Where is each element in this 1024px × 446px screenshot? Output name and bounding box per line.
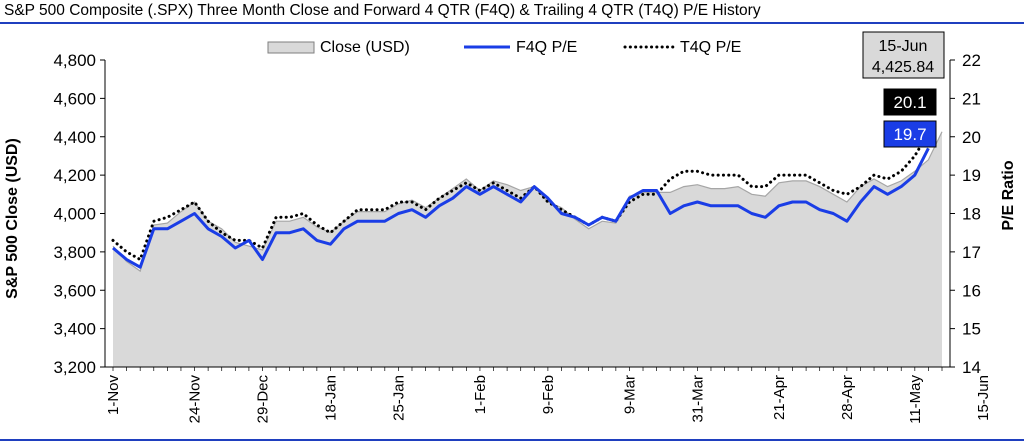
y-tick-label: 4,400 [53, 128, 96, 147]
y-tick-label: 4,600 [53, 89, 96, 108]
bottom-rule [0, 439, 1024, 441]
f4q-value-label: 19.7 [893, 125, 926, 144]
x-tick-label: 29-Dec [254, 375, 271, 424]
x-tick-label: 9-Mar [621, 375, 638, 414]
y-tick-label: 3,400 [53, 320, 96, 339]
y-tick-label: 4,200 [53, 166, 96, 185]
y2-tick-label: 20 [962, 128, 981, 147]
chart-title: S&P 500 Composite (.SPX) Three Month Clo… [4, 2, 761, 19]
last-date-label: 15-Jun [879, 38, 928, 55]
legend-swatch-close [267, 41, 315, 54]
x-tick-label: 11-May [907, 375, 924, 424]
y-tick-label: 4,800 [53, 51, 96, 70]
x-tick-label: 21-Apr [771, 375, 788, 420]
y2-tick-label: 15 [962, 320, 981, 339]
x-tick-label: 18-Jan [322, 375, 339, 421]
title-rule [0, 22, 1024, 24]
y2-tick-label: 19 [962, 166, 981, 185]
y2-tick-label: 22 [962, 51, 981, 70]
y2-axis-title: P/E Ratio [1000, 160, 1017, 230]
x-tick-label: 24-Nov [187, 375, 204, 424]
y-tick-label: 3,800 [53, 243, 96, 262]
t4q-value-label: 20.1 [893, 93, 926, 112]
y2-tick-label: 14 [962, 358, 981, 377]
y-tick-label: 3,600 [53, 281, 96, 300]
f4q-pe-line [112, 147, 930, 269]
legend-label-t4q: T4Q P/E [680, 39, 741, 56]
y-tick-label: 3,200 [53, 358, 96, 377]
t4q-value-box [883, 88, 937, 116]
legend-label-close: Close (USD) [320, 39, 410, 56]
x-tick-label: 1-Feb [472, 375, 489, 414]
last-close-label: 4,425.84 [872, 59, 934, 76]
x-tick-label: 1-Nov [105, 375, 122, 416]
x-tick-label: 9-Feb [540, 375, 557, 414]
close-line [112, 131, 943, 273]
y2-tick-label: 18 [962, 205, 981, 224]
y2-tick-label: 16 [962, 281, 981, 300]
x-tick-label: 31-Mar [689, 375, 706, 423]
y-tick-label: 4,000 [53, 205, 96, 224]
y2-tick-label: 21 [962, 89, 981, 108]
f4q-value-box [883, 120, 937, 148]
y2-tick-label: 17 [962, 243, 981, 262]
close-area [113, 131, 942, 367]
x-tick-label: 25-Jan [390, 375, 407, 421]
x-tick-label: 15-Jun [975, 375, 992, 421]
x-tick-label: 28-Apr [839, 375, 856, 420]
y-axis-title: S&P 500 Close (USD) [4, 138, 21, 299]
last-close-annotation-box [862, 31, 945, 79]
legend-label-f4q: F4Q P/E [516, 39, 577, 56]
